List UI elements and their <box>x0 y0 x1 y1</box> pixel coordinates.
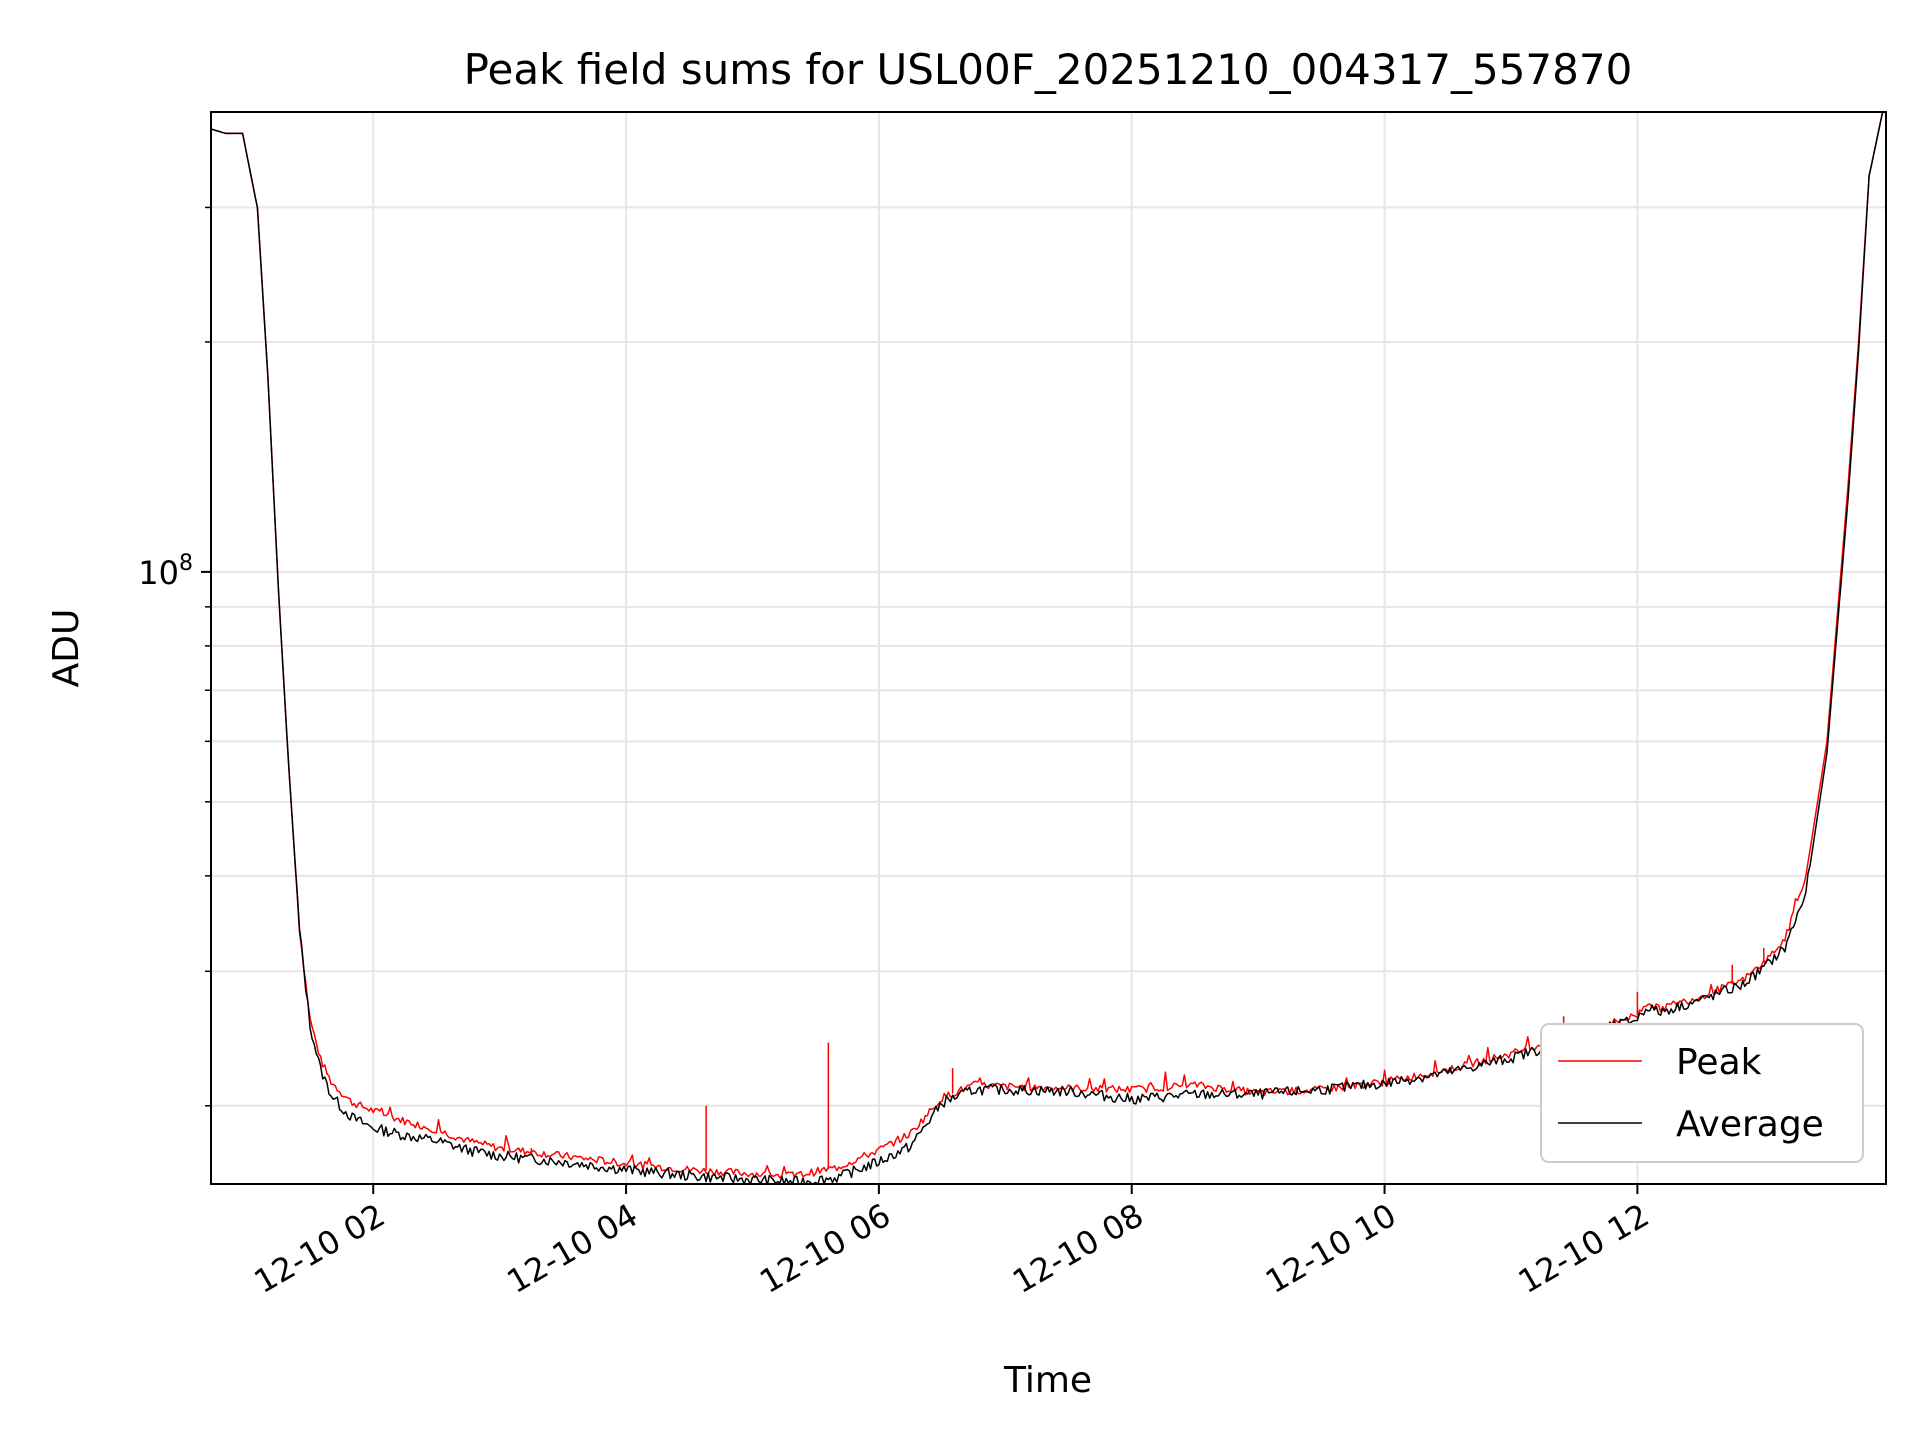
y-tick-label: 108 <box>138 551 193 592</box>
y-axis-label: ADU <box>46 609 87 688</box>
plot-area <box>211 112 1886 1184</box>
legend: Peak Average <box>1540 1023 1864 1163</box>
x-axis-label: Time <box>1003 1360 1092 1401</box>
plot-frame <box>210 111 1887 1185</box>
legend-box <box>1540 1023 1864 1163</box>
legend-peak-label: Peak <box>1676 1042 1762 1083</box>
chart-title: Peak field sums for USL00F_20251210_0043… <box>464 45 1633 94</box>
legend-average-label: Average <box>1676 1104 1824 1145</box>
